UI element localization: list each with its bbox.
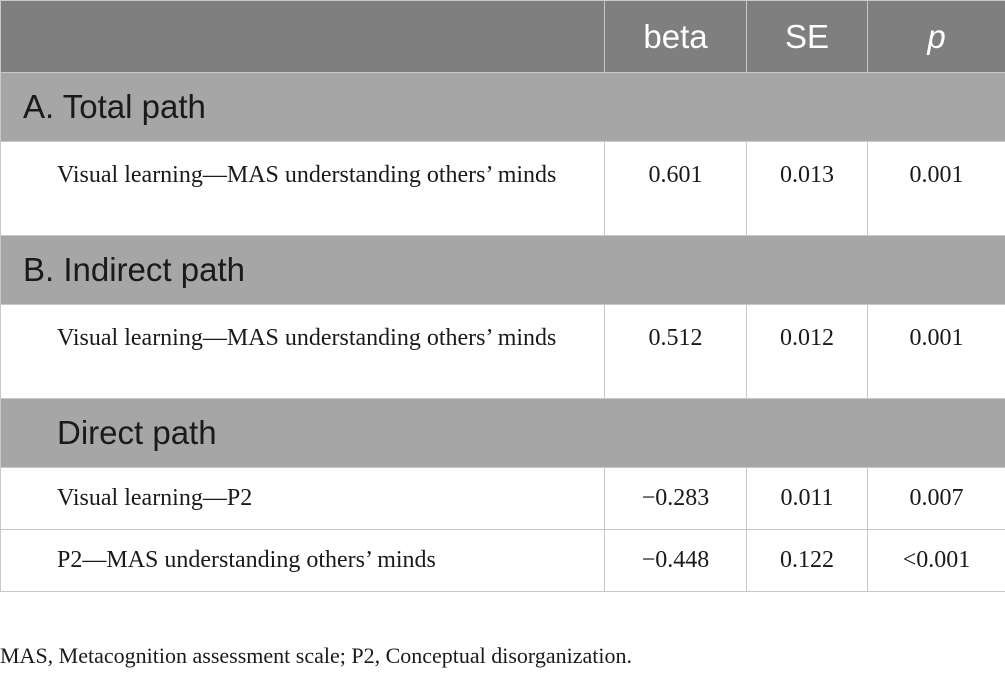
section-title: Direct path xyxy=(0,398,1005,468)
se-value: 0.012 xyxy=(746,304,868,399)
p-value: 0.001 xyxy=(867,304,1005,399)
header-empty-cell xyxy=(0,0,605,73)
beta-value: 0.512 xyxy=(604,304,747,399)
row-label: Visual learning—P2 xyxy=(0,467,605,530)
header-se: SE xyxy=(746,0,868,73)
beta-value: 0.601 xyxy=(604,141,747,236)
row-label: Visual learning—MAS understanding others… xyxy=(0,141,605,236)
table-row: P2—MAS understanding others’ minds −0.44… xyxy=(0,529,1005,592)
p-value: 0.001 xyxy=(867,141,1005,236)
table-row: Visual learning—P2 −0.283 0.011 0.007 xyxy=(0,467,1005,530)
beta-value: −0.283 xyxy=(604,467,747,530)
table-footnote: MAS, Metacognition assessment scale; P2,… xyxy=(0,643,632,668)
p-value: <0.001 xyxy=(867,529,1005,592)
header-p: p xyxy=(867,0,1005,73)
section-row-indirect: B. Indirect path xyxy=(0,235,1005,305)
section-row-direct: Direct path xyxy=(0,398,1005,468)
section-title: A. Total path xyxy=(0,72,1005,142)
header-beta: beta xyxy=(604,0,747,73)
section-title: B. Indirect path xyxy=(0,235,1005,305)
results-table: beta SE p A. Total path Visual learning—… xyxy=(0,0,1005,592)
table-row: Visual learning—MAS understanding others… xyxy=(0,141,1005,236)
se-value: 0.122 xyxy=(746,529,868,592)
header-row: beta SE p xyxy=(0,0,1005,73)
se-value: 0.011 xyxy=(746,467,868,530)
row-label: Visual learning—MAS understanding others… xyxy=(0,304,605,399)
beta-value: −0.448 xyxy=(604,529,747,592)
row-label: P2—MAS understanding others’ minds xyxy=(0,529,605,592)
table-row: Visual learning—MAS understanding others… xyxy=(0,304,1005,399)
p-value: 0.007 xyxy=(867,467,1005,530)
section-row-total: A. Total path xyxy=(0,72,1005,142)
se-value: 0.013 xyxy=(746,141,868,236)
